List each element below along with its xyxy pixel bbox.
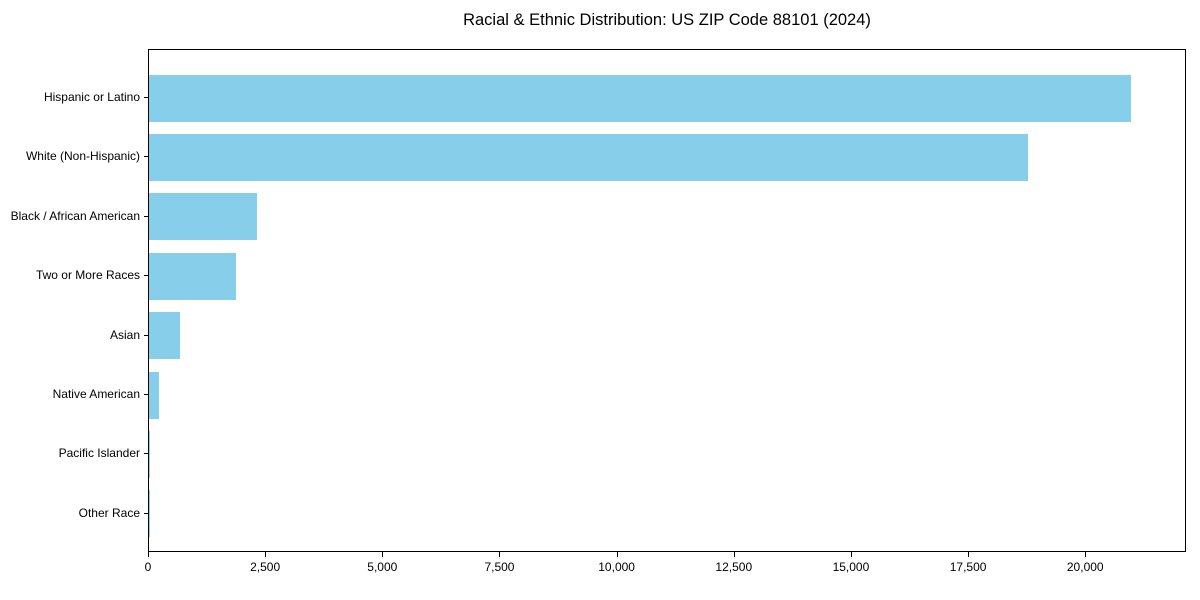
- x-tick-mark: [733, 552, 735, 557]
- x-tick-label: 17,500: [949, 560, 987, 574]
- bar: [149, 193, 257, 241]
- y-tick-label: Asian: [109, 327, 140, 342]
- x-tick-mark: [616, 552, 618, 557]
- x-tick-label: 12,500: [715, 560, 753, 574]
- x-tick-mark: [499, 552, 501, 557]
- bar: [149, 252, 236, 300]
- bar: [149, 133, 1029, 181]
- y-tick-label: Native American: [52, 387, 140, 401]
- y-tick-mark: [144, 334, 148, 336]
- y-tick-label: Two or More Races: [35, 268, 140, 283]
- bar: [149, 74, 1132, 122]
- x-tick-label: 5,000: [367, 560, 398, 574]
- y-tick-label: White (Non-Hispanic): [25, 149, 140, 164]
- y-tick-mark: [144, 275, 148, 277]
- bar: [149, 371, 159, 419]
- y-tick-mark: [144, 453, 148, 455]
- bar: [149, 490, 150, 538]
- x-tick-mark: [148, 552, 149, 557]
- y-tick-mark: [144, 394, 148, 395]
- y-tick-mark: [144, 156, 148, 158]
- x-tick-label: 10,000: [598, 560, 635, 574]
- x-tick-mark: [1085, 552, 1087, 557]
- x-tick-label: 15,000: [832, 560, 870, 574]
- x-tick-mark: [382, 552, 384, 557]
- plot-area: [148, 49, 1186, 552]
- x-tick-label: 7,500: [484, 560, 515, 574]
- y-tick-label: Pacific Islander: [58, 446, 140, 461]
- y-tick-mark: [144, 97, 148, 98]
- y-tick-label: Black / African American: [10, 208, 140, 223]
- x-tick-mark: [968, 552, 970, 557]
- x-tick-mark: [850, 552, 852, 557]
- x-tick-label: 2,500: [250, 560, 281, 574]
- x-tick-label: 0: [144, 560, 152, 574]
- chart-title: Racial & Ethnic Distribution: US ZIP Cod…: [463, 11, 871, 29]
- y-tick-mark: [144, 512, 148, 514]
- y-tick-mark: [144, 215, 148, 217]
- y-tick-label: Hispanic or Latino: [43, 90, 140, 104]
- x-tick-mark: [265, 552, 267, 557]
- x-tick-label: 20,000: [1066, 560, 1104, 574]
- bar: [149, 312, 181, 360]
- y-tick-label: Other Race: [78, 505, 140, 520]
- bar: [149, 430, 151, 478]
